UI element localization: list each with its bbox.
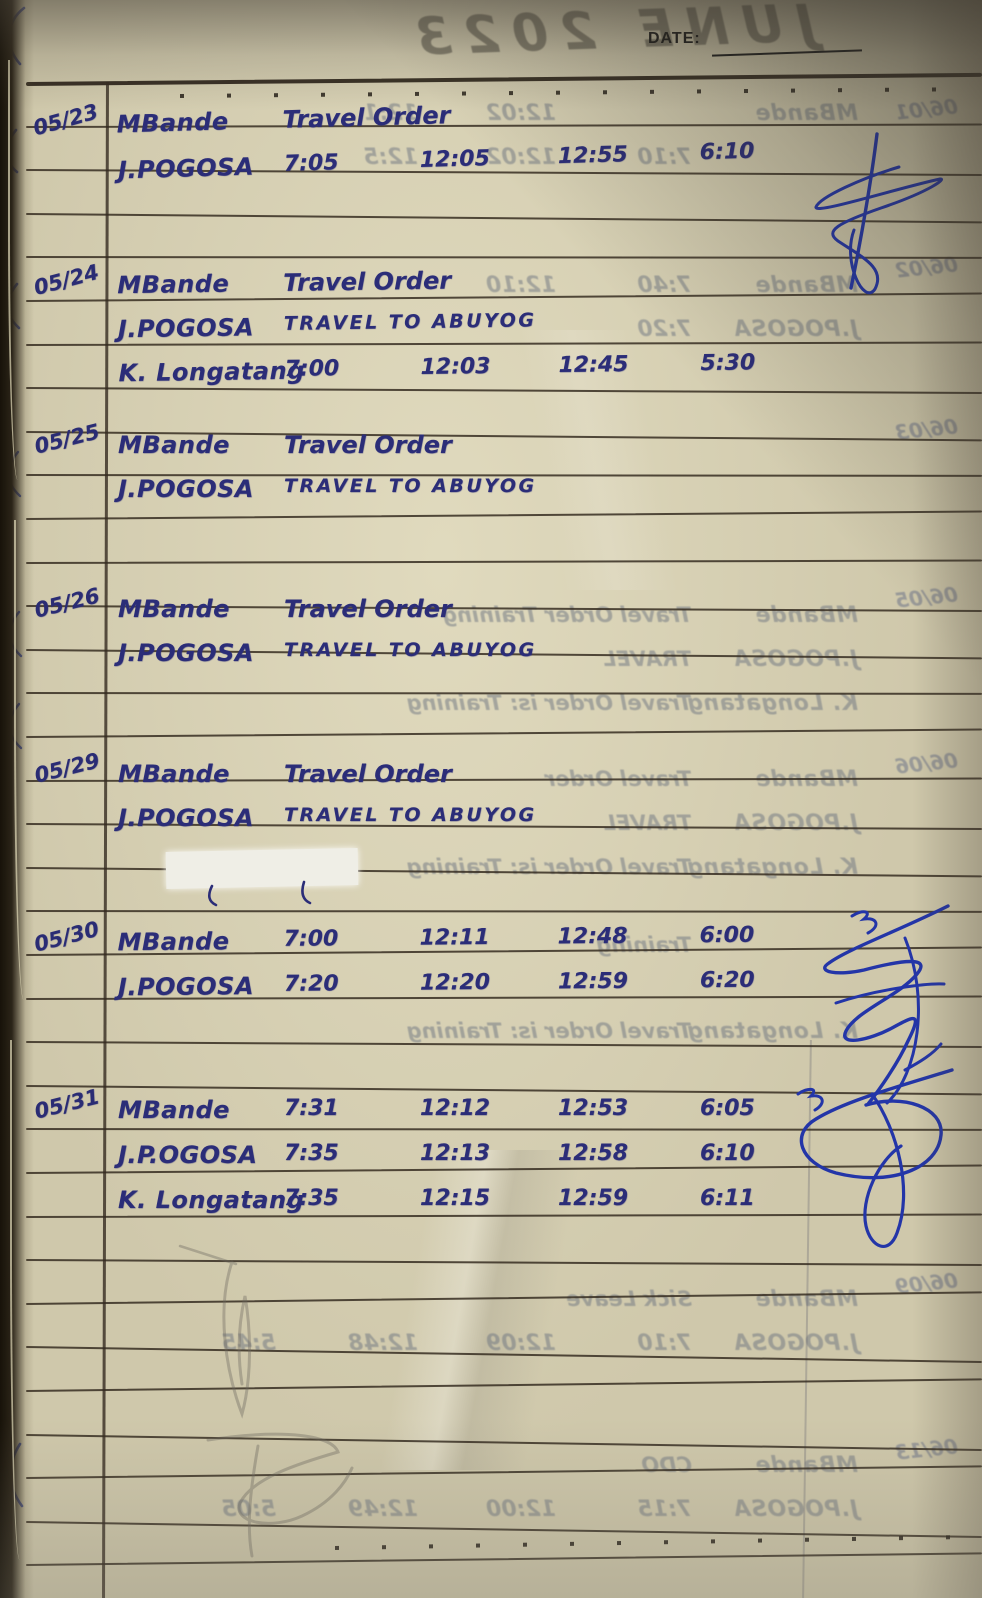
- time-out-am: 12:03: [420, 354, 491, 380]
- activity-note: TRAVEL TO ABUYOG: [284, 804, 537, 826]
- ruled-line: [25, 1465, 982, 1480]
- activity-note: Travel Order: [282, 101, 451, 134]
- person-name: K. Longatang: [118, 1186, 305, 1214]
- time-in-pm: 12:58: [558, 1141, 629, 1166]
- ruled-line: [25, 1346, 982, 1364]
- time-in-pm: 12:45: [558, 352, 629, 379]
- ruled-line: [25, 1552, 982, 1567]
- time-in-pm: 12:59: [557, 968, 629, 995]
- time-in-pm: 12:48: [557, 923, 628, 950]
- time-in-pm: 12:53: [558, 1096, 629, 1121]
- time-in-pm: 12:55: [557, 142, 629, 170]
- activity-note: TRAVEL TO ABUYOG: [284, 475, 537, 497]
- time-out-am: 12:05: [419, 146, 491, 173]
- person-name: MBande: [116, 107, 229, 139]
- ruled-line: [25, 1433, 982, 1451]
- person-name: MBande: [117, 269, 230, 300]
- time-out-pm: 6:10: [700, 1141, 755, 1166]
- time-in-am: 7:35: [284, 1186, 339, 1211]
- time-in-am: 7:05: [283, 150, 339, 177]
- time-out-pm: 6:10: [699, 138, 755, 166]
- date-label: DATE:: [648, 30, 701, 47]
- log-entry: 05/23 MBande Travel Order J.POGOSA 7:05 …: [0, 82, 982, 249]
- person-name: MBande: [118, 595, 230, 623]
- person-name: J.POGOSA: [117, 152, 255, 185]
- person-name: J.POGOSA: [117, 972, 255, 1002]
- time-in-am: 7:35: [284, 1141, 339, 1166]
- activity-note: Travel Order: [284, 760, 452, 788]
- log-entry: 05/24 MBande Travel Order J.POGOSA TRAVE…: [0, 255, 982, 409]
- person-name: MBande: [118, 431, 230, 459]
- activity-note: Travel Order: [283, 266, 452, 297]
- time-out-am: 12:20: [419, 970, 491, 996]
- person-name: J.POGOSA: [118, 639, 254, 667]
- time-in-am: 7:00: [284, 356, 340, 382]
- whiteout-tape-patch: [165, 847, 359, 890]
- log-entry: 05/25 MBande Travel Order J.POGOSA TRAVE…: [0, 419, 982, 567]
- time-out-am: 12:15: [420, 1186, 491, 1211]
- time-out-am: 12:11: [419, 925, 490, 951]
- page-edge: [10, 1040, 26, 1560]
- person-name: J.POGOSA: [117, 313, 255, 344]
- page-edge: [8, 60, 24, 480]
- ruled-line: [25, 1520, 982, 1538]
- ruled-line: [25, 910, 982, 914]
- person-name: J.POGOSA: [118, 804, 254, 832]
- time-out-am: 12:13: [420, 1141, 491, 1166]
- time-in-am: 7:20: [283, 971, 339, 997]
- log-entry: 05/30 MBande 7:00 12:11 12:48 6:00 J.POG…: [0, 917, 982, 1066]
- activity-note: TRAVEL TO ABUYOG: [283, 309, 537, 335]
- activity-note: TRAVEL TO ABUYOG: [284, 639, 537, 661]
- time-out-pm: 6:00: [699, 922, 755, 949]
- time-in-am: 7:00: [283, 926, 339, 952]
- log-entry: 05/31 MBande 7:31 12:12 12:53 6:05 J.P.O…: [0, 1084, 982, 1272]
- person-name: J.P.OGOSA: [118, 1141, 258, 1169]
- page-edge: [14, 520, 30, 1000]
- activity-note: Travel Order: [284, 595, 452, 623]
- time-out-am: 12:12: [420, 1096, 491, 1121]
- time-in-pm: 12:59: [558, 1186, 629, 1211]
- person-name: MBande: [117, 927, 230, 957]
- time-in-am: 7:31: [284, 1096, 339, 1121]
- time-out-pm: 6:20: [699, 967, 755, 994]
- ruled-line: [25, 1378, 982, 1392]
- person-name: MBande: [118, 760, 230, 788]
- ruled-line: [25, 1291, 982, 1305]
- person-name: MBande: [118, 1096, 230, 1124]
- log-entry: 05/29 MBande Travel Order J.POGOSA TRAVE…: [0, 748, 982, 896]
- log-entry: 05/26 MBande Travel Order J.POGOSA TRAVE…: [0, 583, 982, 731]
- person-name: J.POGOSA: [118, 475, 254, 503]
- activity-note: Travel Order: [284, 431, 452, 459]
- ruled-line: [25, 72, 982, 86]
- time-out-pm: 6:05: [700, 1096, 755, 1121]
- person-name: K. Longatang: [118, 356, 305, 388]
- time-out-pm: 6:11: [700, 1186, 755, 1211]
- time-out-pm: 5:30: [700, 350, 756, 377]
